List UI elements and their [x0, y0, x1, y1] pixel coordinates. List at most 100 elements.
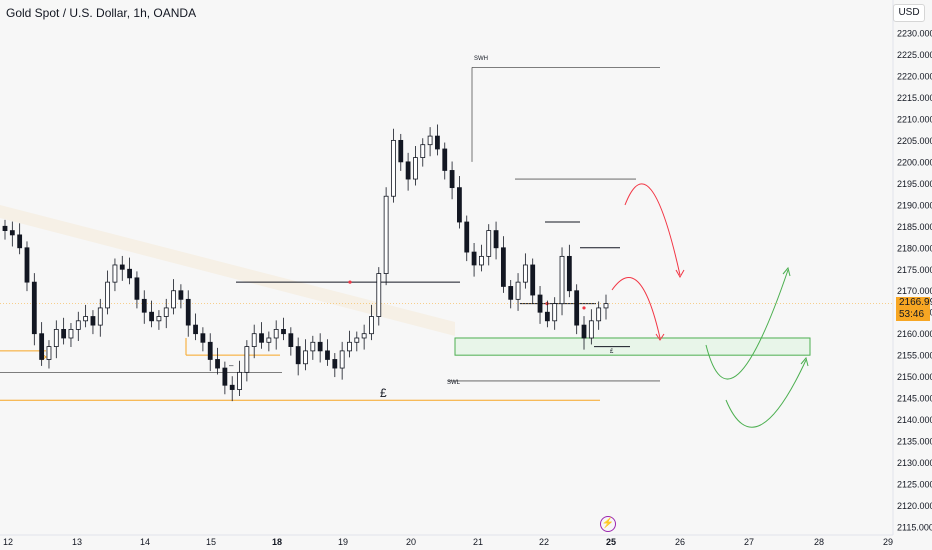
candle-body: [75, 320, 81, 330]
candle-body: [83, 316, 89, 322]
candle-body: [266, 337, 272, 343]
candle-body: [127, 268, 132, 279]
candle-body: [229, 384, 235, 390]
dash-label: –: [229, 361, 234, 370]
candle-body: [119, 264, 125, 270]
candle-body: [215, 359, 220, 369]
time-axis: 12 13 14 15 18 19 20 21 22 25 26 27 28 29: [0, 534, 893, 547]
candle-body: [552, 303, 558, 322]
chart-title: Gold Spot / U.S. Dollar, 1h, OANDA: [6, 6, 197, 20]
candle-body: [9, 230, 15, 236]
candle-body: [325, 350, 330, 360]
lightning-icon[interactable]: ⚡: [600, 516, 616, 532]
candle-body: [39, 333, 45, 360]
y-tick-label: 2155.000: [897, 351, 932, 361]
red-projection-arrow: [624, 183, 681, 276]
y-tick-label: 2195.000: [897, 179, 932, 189]
candle-body: [391, 139, 396, 197]
red-arrow-head: [675, 269, 685, 279]
x-tick-label: 20: [406, 537, 416, 547]
currency-button[interactable]: USD: [893, 4, 925, 22]
candle-body: [369, 316, 374, 335]
structure-levels: [0, 66, 893, 401]
candle-body: [603, 303, 609, 309]
candle-body: [112, 264, 118, 283]
candle-body: [442, 148, 448, 171]
x-tick-label: 25: [606, 537, 616, 547]
candle-body: [376, 273, 382, 317]
y-tick-label: 2135.000: [897, 437, 932, 447]
candle-body: [156, 316, 162, 322]
candle-body: [493, 230, 499, 249]
x-tick-label: 14: [140, 537, 150, 547]
small-pound-label: £: [610, 349, 614, 355]
y-tick-label: 2200.000: [897, 157, 932, 167]
candle-body: [596, 307, 602, 322]
candle-body: [281, 328, 286, 335]
y-tick-label: 2140.000: [897, 415, 932, 425]
candle-body: [530, 264, 536, 296]
green-projection-arrow: [705, 269, 789, 380]
x-tick-label: 26: [675, 537, 685, 547]
candle-body: [61, 328, 67, 339]
red-marker: [582, 306, 586, 310]
candle-body: [339, 350, 345, 369]
x-tick-label: 18: [272, 537, 282, 547]
candle-body: [581, 324, 587, 339]
candle-body: [68, 328, 74, 339]
green-arrow-head: [800, 356, 809, 367]
candle-body: [522, 264, 528, 283]
x-tick-label: 27: [744, 537, 754, 547]
candle-body: [479, 255, 484, 266]
candle-body: [273, 328, 279, 339]
candle-body: [588, 320, 594, 339]
candle-body: [237, 371, 242, 390]
candle-body: [398, 139, 404, 163]
y-tick-label: 2125.000: [897, 480, 932, 490]
candle-body: [464, 221, 470, 253]
x-tick-label: 19: [338, 537, 348, 547]
x-tick-label: 15: [206, 537, 216, 547]
candle-body: [310, 341, 316, 352]
y-tick-label: 2215.000: [897, 93, 932, 103]
candle-body: [24, 247, 30, 283]
candles: [2, 124, 609, 402]
swl-label: SWL: [447, 380, 461, 386]
red-arrow-head: [655, 333, 665, 341]
candle-body: [200, 333, 206, 343]
y-tick-label: 2185.000: [897, 222, 932, 232]
y-tick-label: 2150.000: [897, 372, 932, 382]
y-tick-label: 2160.000: [897, 329, 932, 339]
candle-body: [2, 225, 8, 232]
swh-label: SWH: [474, 56, 488, 62]
candle-body: [244, 346, 250, 373]
candle-body: [361, 333, 367, 339]
y-tick-label: 2170.000: [897, 286, 932, 296]
y-tick-label: 2120.000: [897, 501, 932, 511]
pound-label: £: [380, 386, 387, 400]
green-arrow-head: [782, 266, 791, 277]
candle-body: [347, 341, 352, 352]
candle-body: [171, 290, 176, 309]
y-tick-label: 2205.000: [897, 136, 932, 146]
candle-body: [134, 277, 140, 300]
candle-body: [420, 144, 426, 158]
candle-body: [574, 290, 580, 326]
demand-zone: [454, 337, 811, 356]
y-tick-label: 2175.000: [897, 265, 932, 275]
x-tick-label: 13: [72, 537, 82, 547]
candle-body: [405, 161, 411, 180]
candle-body: [544, 311, 550, 322]
y-tick-label: 2220.000: [897, 71, 932, 81]
x-tick-label: 28: [814, 537, 824, 547]
candle-body: [207, 341, 213, 360]
candle-body: [31, 281, 37, 335]
candle-body: [471, 251, 477, 266]
candle-body: [559, 255, 565, 305]
candle-body: [537, 294, 543, 313]
candle-body: [149, 311, 154, 322]
candle-body: [163, 307, 169, 317]
candle-body: [295, 346, 301, 365]
x-tick-label: 21: [473, 537, 483, 547]
